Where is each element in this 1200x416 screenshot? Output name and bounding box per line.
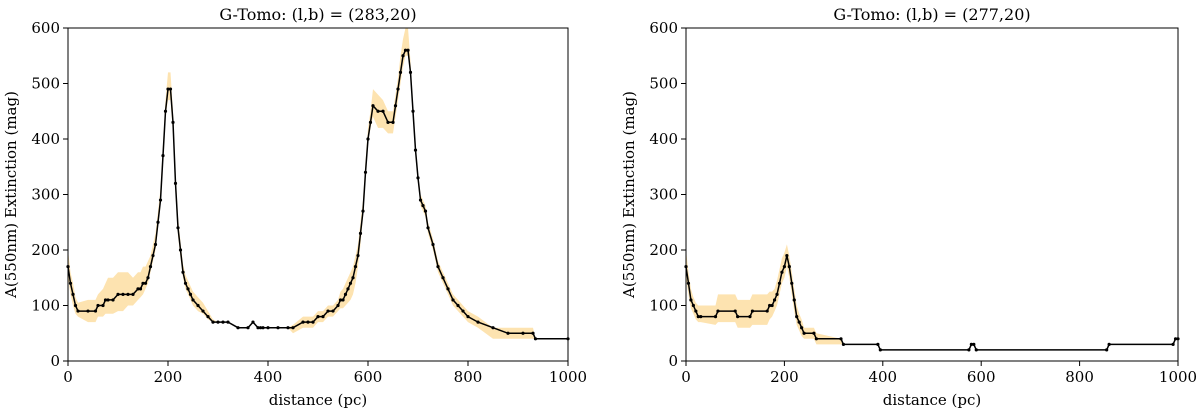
y-tick-label: 300	[649, 186, 678, 204]
y-axis-label: A(550nm) Extinction (mag)	[2, 91, 20, 299]
chart-right: 0 200 400 600 800 1000 0 100 200 300 400 500 600 G-To…	[620, 5, 1197, 409]
axes-frame	[67, 27, 569, 362]
extinction-line	[67, 49, 568, 340]
x-tick-label: 1000	[549, 368, 587, 386]
y-tick-label: 100	[31, 297, 60, 315]
y-tick-label: 400	[31, 130, 60, 148]
y-tick-label: 0	[50, 352, 60, 370]
x-tick-label: 600	[354, 368, 383, 386]
x-tick-label: 200	[154, 368, 183, 386]
chart-title: G-Tomo: (l,b) = (277,20)	[833, 5, 1030, 24]
x-tick-label: 800	[454, 368, 483, 386]
chart-title: G-Tomo: (l,b) = (283,20)	[219, 5, 416, 24]
chart-left: 0 200 400 600 800 1000 0 100 200 300 400 500 600 G-To…	[2, 5, 587, 409]
y-tick-label: 500	[31, 75, 60, 93]
y-tick-label: 600	[31, 19, 60, 37]
x-tick-label: 0	[681, 368, 691, 386]
x-tick-label: 0	[63, 368, 73, 386]
x-tick-label: 600	[967, 368, 996, 386]
x-axis-label: distance (pc)	[269, 391, 367, 409]
uncertainty-band	[686, 244, 1178, 350]
x-axis-label: distance (pc)	[883, 391, 981, 409]
y-axis-label: A(550nm) Extinction (mag)	[620, 91, 638, 299]
chart-panel-right: 0 200 400 600 800 1000 0 100 200 300 400 500 600 G-To…	[600, 0, 1200, 412]
y-tick-label: 400	[649, 130, 678, 148]
y-tick-label: 500	[649, 75, 678, 93]
y-tick-label: 200	[31, 241, 60, 259]
x-tick-label: 400	[254, 368, 283, 386]
x-tick-label: 800	[1065, 368, 1094, 386]
x-tick-label: 400	[868, 368, 897, 386]
x-tick-label: 200	[770, 368, 799, 386]
y-tick-label: 200	[649, 241, 678, 259]
chart-panel-left: 0 200 400 600 800 1000 0 100 200 300 400 500 600 G-To…	[0, 0, 600, 412]
y-tick-label: 100	[649, 297, 678, 315]
y-tick-label: 0	[668, 352, 678, 370]
x-tick-label: 1000	[1159, 368, 1197, 386]
y-tick-label: 300	[31, 186, 60, 204]
uncertainty-band	[68, 28, 568, 339]
data-markers	[66, 48, 570, 341]
y-tick-label: 600	[649, 19, 678, 37]
data-markers	[684, 253, 1180, 352]
